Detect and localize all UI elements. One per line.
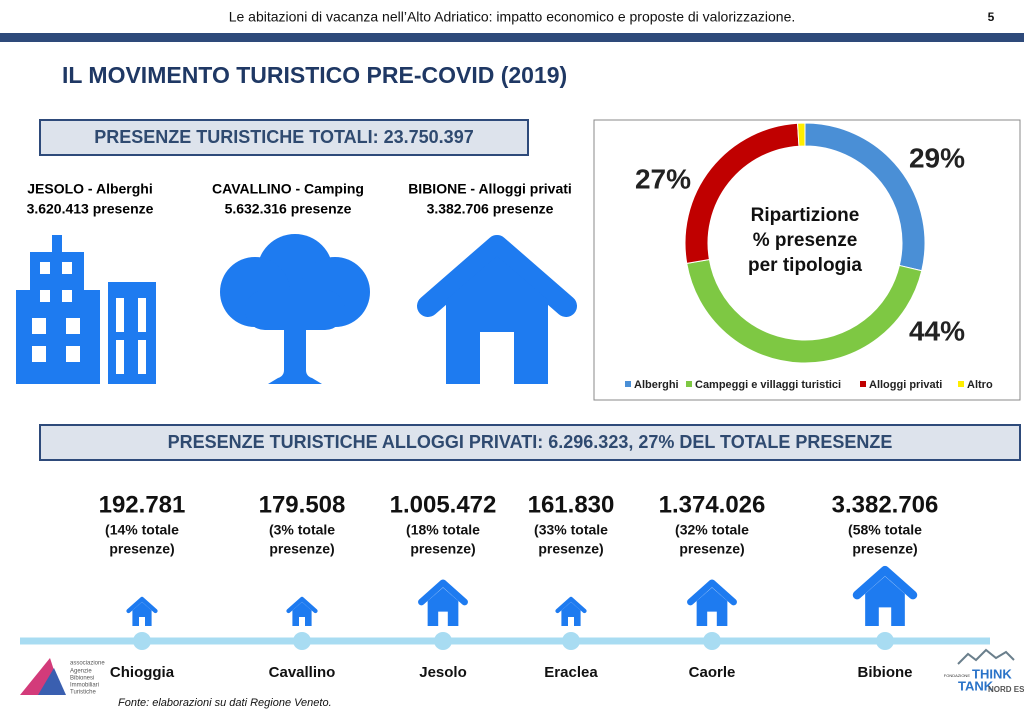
private-text: PRESENZE TURISTICHE ALLOGGI PRIVATI: 6.2…: [168, 432, 893, 452]
house-icon: [417, 235, 577, 384]
logo-text: FONDAZIONE: [944, 673, 971, 678]
logo-text: NORD EST: [988, 685, 1024, 694]
highlight-value: 5.632.316 presenze: [225, 201, 352, 217]
logo-text: THINK: [972, 666, 1012, 681]
center-text: Ripartizione: [751, 205, 860, 226]
city-house-roof: [852, 565, 918, 600]
highlight-label: BIBIONE - Alloggi privati: [408, 181, 572, 197]
value-label: 27%: [635, 163, 691, 194]
city-share: (18% totale: [406, 522, 480, 538]
total-box: [39, 119, 529, 156]
city-share: presenze): [410, 541, 475, 557]
city-value: 192.781: [99, 491, 186, 518]
city-name: Jesolo: [419, 664, 467, 681]
city-share: presenze): [109, 541, 174, 557]
city-house: [696, 587, 728, 626]
logo-text: Immobiliari: [70, 683, 99, 689]
legend-swatch: [958, 381, 964, 387]
timeline-dot: [133, 632, 151, 650]
logo-text: Turistiche: [70, 690, 96, 696]
legend-swatch: [686, 381, 692, 387]
logo-text: associazione: [70, 661, 105, 667]
header-stripe: [0, 33, 1024, 42]
city-house: [865, 576, 905, 626]
highlight-value: 3.620.413 presenze: [27, 201, 154, 217]
city-share: (58% totale: [848, 522, 922, 538]
source: Fonte: elaborazioni su dati Regione Vene…: [118, 697, 332, 709]
logo-left: associazione Agenzie Bibionesi Immobilia…: [20, 658, 105, 696]
highlight-value: 3.382.706 presenze: [427, 201, 554, 217]
city-share: (32% totale: [675, 522, 749, 538]
tree-icon: [220, 234, 370, 384]
city-house: [561, 602, 581, 626]
center-text: % presenze: [753, 230, 858, 251]
slide-title: IL MOVIMENTO TURISTICO PRE-COVID (2019): [62, 62, 567, 88]
city-share: presenze): [269, 541, 334, 557]
center-text: per tipologia: [748, 255, 862, 276]
city-house: [292, 602, 312, 626]
city-value: 161.830: [528, 491, 615, 518]
city-house-roof: [555, 596, 587, 614]
donut-slice: [797, 122, 806, 147]
city-value: 1.374.026: [659, 491, 766, 518]
city-share: presenze): [679, 541, 744, 557]
legend-label: Altro: [967, 379, 993, 391]
value-label: 44%: [909, 315, 965, 346]
city-value: 1.005.472: [390, 491, 497, 518]
legend-label: Alloggi privati: [869, 379, 942, 391]
city-share: (14% totale: [105, 522, 179, 538]
legend-label: Alberghi: [634, 379, 679, 391]
highlight-label: CAVALLINO - Camping: [212, 181, 364, 197]
logo-right: FONDAZIONE THINK TANK NORD EST: [944, 648, 1024, 694]
timeline-dot: [876, 632, 894, 650]
logo-text: Agenzie: [70, 669, 92, 675]
timeline-dot: [562, 632, 580, 650]
highlight-label: JESOLO - Alberghi: [27, 181, 153, 197]
city-house-roof: [286, 596, 318, 614]
timeline-dot: [293, 632, 311, 650]
city-name: Eraclea: [544, 664, 598, 681]
city-name: Cavallino: [269, 664, 336, 681]
city-value: 3.382.706: [832, 491, 939, 518]
building-icon: [16, 235, 156, 384]
header-text: Le abitazioni di vacanza nell’Alto Adria…: [229, 9, 796, 25]
timeline-dot: [703, 632, 721, 650]
city-house: [427, 587, 459, 626]
city-house-roof: [687, 579, 737, 606]
timeline-dot: [434, 632, 452, 650]
legend-swatch: [625, 381, 631, 387]
city-value: 179.508: [259, 491, 346, 518]
legend-swatch: [860, 381, 866, 387]
city-name: Caorle: [689, 664, 736, 681]
city-share: presenze): [538, 541, 603, 557]
city-share: (3% totale: [269, 522, 335, 538]
value-label: 29%: [909, 142, 965, 173]
city-name: Chioggia: [110, 664, 175, 681]
logo-text: TANK: [958, 678, 994, 693]
city-house-roof: [418, 579, 468, 606]
page-number: 5: [988, 10, 995, 24]
private-box: [39, 424, 1021, 461]
logo-text: Bibionesi: [70, 676, 94, 682]
legend-label: Campeggi e villaggi turistici: [695, 379, 841, 391]
city-house-roof: [126, 596, 158, 614]
city-share: (33% totale: [534, 522, 608, 538]
city-name: Bibione: [858, 664, 913, 681]
city-share: presenze): [852, 541, 917, 557]
city-house: [132, 602, 152, 626]
total-text: PRESENZE TURISTICHE TOTALI: 23.750.397: [94, 127, 473, 147]
